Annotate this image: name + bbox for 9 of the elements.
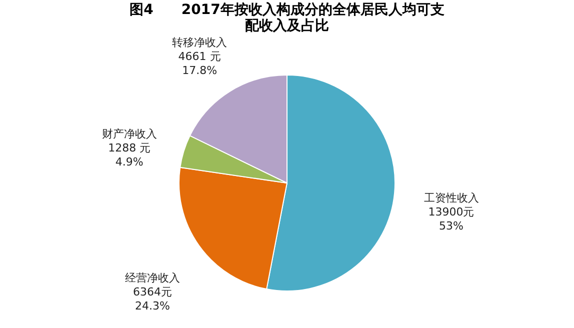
data-label: 6364元 24.3% bbox=[133, 286, 172, 313]
slice-label: 财产净收入 bbox=[102, 127, 157, 140]
slice-label: 经营净收入 bbox=[125, 272, 180, 285]
chart-title: 图4 2017年按收入构成分的全体居民人均可支配收入及占比 bbox=[130, 2, 444, 34]
data-label: 13900元 53% bbox=[428, 206, 474, 233]
slice-label: 转移净收入 bbox=[172, 36, 228, 50]
slice-label: 工资性收入 bbox=[424, 192, 479, 205]
data-label: 1288 元 4.9% bbox=[108, 141, 151, 168]
data-label: 4661 元 17.8% bbox=[178, 50, 221, 78]
